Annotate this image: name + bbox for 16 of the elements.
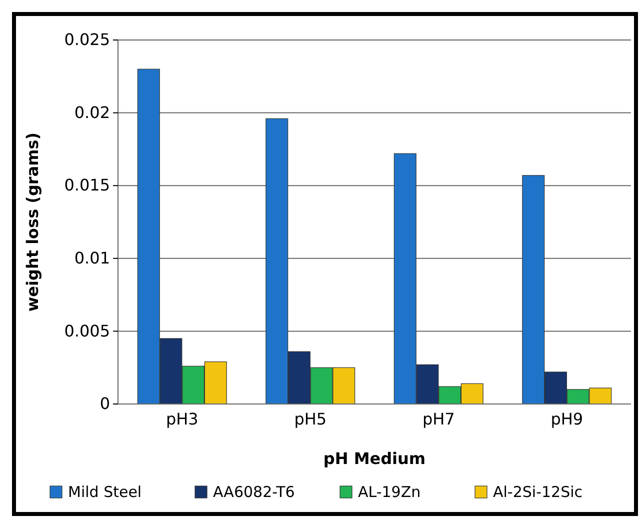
x-tick-label: pH3 (166, 410, 198, 429)
x-axis-title: pH Medium (323, 449, 426, 468)
y-tick-label: 0.015 (64, 176, 110, 195)
y-tick-label: 0 (100, 394, 110, 414)
y-axis-title: weight loss (grams) (23, 132, 42, 312)
y-tick-label: 0.025 (64, 30, 110, 50)
y-tick-label: 0.01 (74, 248, 110, 268)
x-tick-label: pH9 (550, 410, 584, 429)
y-tick-label: 0.02 (74, 102, 110, 122)
x-tick-label: pH7 (422, 410, 455, 429)
legend-label: AL-19Zn (358, 483, 421, 501)
y-tick-label: 0.005 (64, 321, 110, 340)
x-tick-label: pH5 (294, 410, 327, 429)
legend-label: Mild Steel (68, 483, 142, 501)
legend-label: AA6082-T6 (213, 483, 295, 501)
legend-label: Al-2Si-12Sic (493, 483, 583, 501)
